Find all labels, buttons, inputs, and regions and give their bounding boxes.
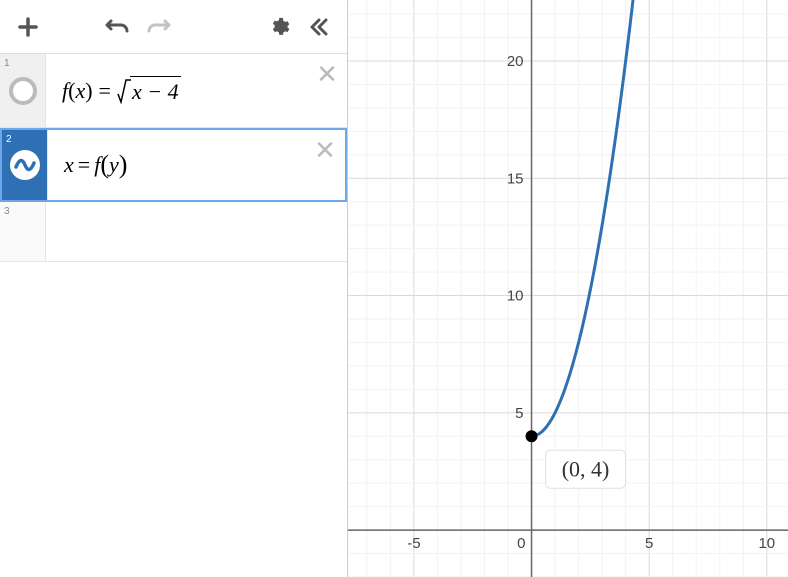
svg-text:0: 0 — [517, 535, 525, 552]
delete-expression-button[interactable]: ✕ — [311, 136, 339, 164]
expression-tab[interactable]: 2 — [2, 130, 48, 200]
svg-text:20: 20 — [507, 53, 524, 70]
graph-canvas[interactable]: -5 0 5 10 5 10 15 20 (0, 4) — [348, 0, 788, 577]
expr-text: ) — [85, 78, 92, 104]
plot-color-icon[interactable] — [10, 150, 40, 180]
undo-button[interactable] — [98, 7, 138, 47]
expr-text: y — [109, 152, 119, 178]
expression-tab[interactable]: 3 — [0, 202, 46, 261]
expr-text: = — [74, 152, 94, 178]
svg-text:(0, 4): (0, 4) — [562, 456, 610, 481]
expression-row[interactable]: 1 f ( x ) = x − 4 ✕ — [0, 54, 347, 128]
expression-index: 1 — [4, 58, 10, 69]
expression-list: 1 f ( x ) = x − 4 ✕ 2 — [0, 54, 347, 577]
close-icon: ✕ — [314, 135, 336, 166]
svg-text:15: 15 — [507, 170, 524, 187]
svg-text:10: 10 — [758, 535, 775, 552]
plus-icon — [17, 16, 39, 38]
expr-text: ) — [119, 150, 128, 180]
expression-tab[interactable]: 1 — [0, 54, 46, 127]
svg-text:10: 10 — [507, 288, 524, 305]
redo-icon — [145, 17, 171, 37]
svg-text:5: 5 — [645, 535, 653, 552]
expression-content[interactable] — [46, 202, 347, 261]
gear-icon — [268, 16, 290, 38]
expression-row[interactable]: 2 x = f ( y ) ✕ — [0, 128, 347, 202]
expression-index: 3 — [4, 206, 10, 217]
expression-sidebar: 1 f ( x ) = x − 4 ✕ 2 — [0, 0, 348, 577]
chevrons-left-icon — [308, 16, 330, 38]
add-button[interactable] — [8, 7, 48, 47]
graph-area[interactable]: -5 0 5 10 5 10 15 20 (0, 4) — [348, 0, 788, 577]
svg-text:-5: -5 — [407, 535, 420, 552]
expression-index: 2 — [6, 134, 12, 145]
expr-text: = — [93, 78, 117, 104]
visibility-toggle-icon[interactable] — [9, 77, 37, 105]
sqrt-icon: x − 4 — [117, 76, 181, 105]
close-icon: ✕ — [316, 59, 338, 90]
expr-text: ( — [100, 150, 109, 180]
expr-text: x — [75, 78, 85, 104]
toolbar — [0, 0, 347, 54]
expression-content[interactable]: x = f ( y ) — [48, 130, 345, 200]
svg-text:5: 5 — [515, 405, 523, 422]
expression-content[interactable]: f ( x ) = x − 4 — [46, 54, 347, 127]
undo-icon — [105, 17, 131, 37]
collapse-button[interactable] — [299, 7, 339, 47]
settings-button[interactable] — [259, 7, 299, 47]
expression-row[interactable]: 3 — [0, 202, 347, 262]
delete-expression-button[interactable]: ✕ — [313, 60, 341, 88]
redo-button[interactable] — [138, 7, 178, 47]
expr-text: x — [64, 152, 74, 178]
